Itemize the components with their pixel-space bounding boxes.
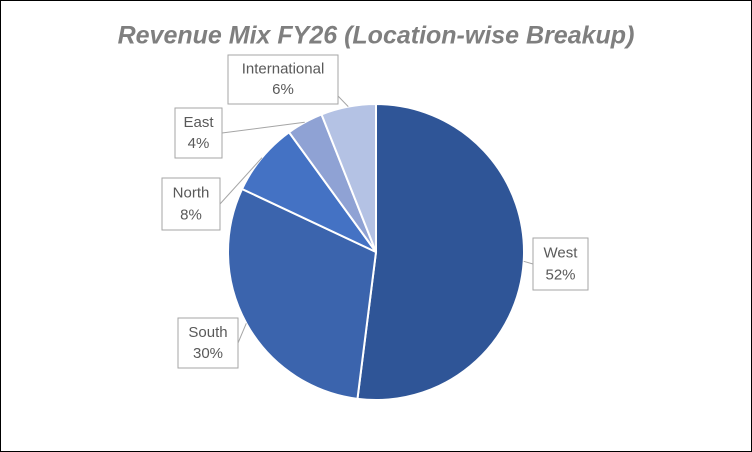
value-label: 30% bbox=[193, 345, 223, 362]
value-label: 8% bbox=[180, 206, 202, 223]
value-label: 4% bbox=[188, 135, 210, 152]
leader-line bbox=[237, 323, 247, 344]
leader-line bbox=[337, 95, 349, 107]
pie-slice bbox=[320, 102, 377, 253]
label-box bbox=[177, 317, 239, 369]
leader-line bbox=[221, 121, 305, 134]
value-label: 6% bbox=[272, 81, 294, 98]
leader-line bbox=[523, 260, 534, 265]
category-label: East bbox=[183, 114, 214, 131]
chart-title: Revenue Mix FY26 (Location-wise Breakup) bbox=[118, 22, 635, 50]
label-box bbox=[174, 107, 223, 159]
leader-line bbox=[219, 157, 263, 205]
label-box bbox=[532, 237, 589, 291]
label-box bbox=[161, 177, 221, 231]
pie-slice bbox=[227, 187, 378, 400]
value-label: 52% bbox=[545, 266, 575, 283]
category-label: West bbox=[544, 245, 579, 262]
label-box bbox=[227, 54, 339, 105]
category-label: International bbox=[242, 61, 325, 78]
category-label: South bbox=[188, 324, 227, 341]
category-label: North bbox=[173, 185, 210, 202]
